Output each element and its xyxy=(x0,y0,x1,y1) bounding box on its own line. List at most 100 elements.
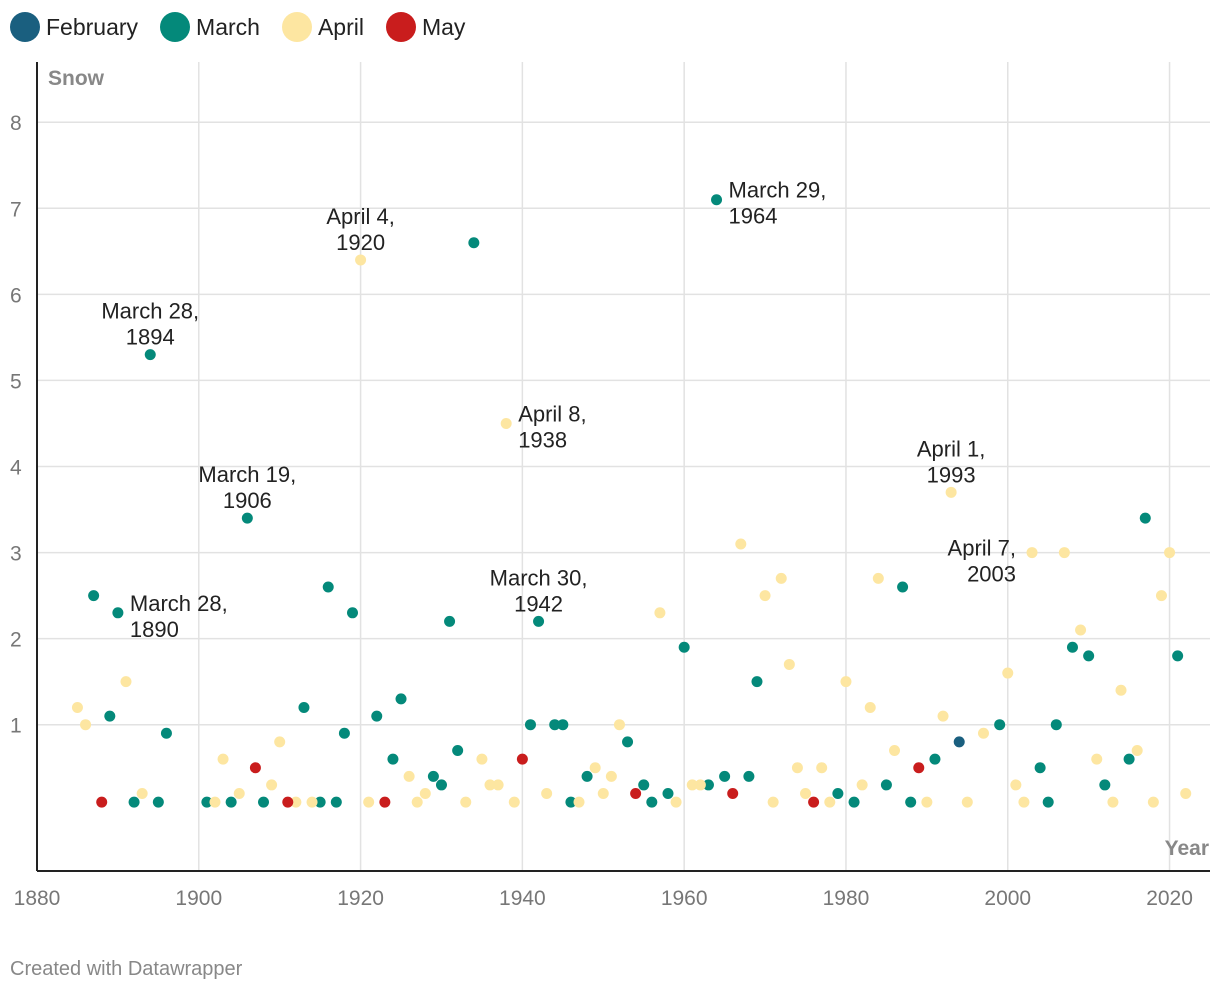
annotation-label: March 19, xyxy=(198,462,296,487)
data-point-april xyxy=(492,779,504,791)
data-point-march xyxy=(646,796,658,808)
data-point-march xyxy=(314,796,326,808)
data-point-april xyxy=(921,796,933,808)
annotation-label: April 7, xyxy=(948,536,1016,561)
legend-item-april: April xyxy=(281,12,364,42)
data-point-april xyxy=(654,607,666,619)
data-point-march xyxy=(897,581,909,593)
data-point-april xyxy=(775,572,787,584)
y-tick-label: 3 xyxy=(10,543,22,566)
data-point-april xyxy=(670,796,682,808)
y-tick-label: 7 xyxy=(10,198,22,221)
data-point-april xyxy=(1107,796,1119,808)
data-point-april xyxy=(791,762,803,774)
data-point-april xyxy=(1147,796,1159,808)
annotation-label: 1890 xyxy=(130,617,179,642)
data-point-april xyxy=(945,486,957,498)
data-point-march xyxy=(1083,650,1095,662)
data-point-march xyxy=(678,641,690,653)
data-point-march xyxy=(751,676,763,688)
data-point-march xyxy=(346,607,358,619)
data-point-april xyxy=(800,788,812,800)
data-point-april xyxy=(937,710,949,722)
series-april xyxy=(71,254,1192,808)
legend-label: May xyxy=(421,13,466,40)
data-point-march xyxy=(298,701,310,713)
legend-item-march: March xyxy=(160,12,260,42)
data-point-march xyxy=(1123,753,1135,765)
data-point-march xyxy=(557,719,569,731)
data-point-march xyxy=(201,796,213,808)
data-point-march xyxy=(1139,512,1151,524)
data-point-april xyxy=(783,658,795,670)
data-point-march xyxy=(452,745,464,757)
data-point-april xyxy=(274,736,286,748)
data-point-march xyxy=(104,710,116,722)
footer-credit: Created with Datawrapper xyxy=(10,958,243,980)
data-point-march xyxy=(533,615,545,627)
data-point-april xyxy=(961,796,973,808)
data-point-march xyxy=(880,779,892,791)
data-point-march xyxy=(848,796,860,808)
data-point-may xyxy=(249,762,261,774)
x-tick-label: 2000 xyxy=(984,887,1031,910)
annotation-label: 1964 xyxy=(729,204,778,229)
data-point-march xyxy=(435,779,447,791)
data-point-april xyxy=(597,788,609,800)
x-tick-label: 2020 xyxy=(1146,887,1193,910)
data-point-april xyxy=(816,762,828,774)
x-tick-label: 1880 xyxy=(14,887,61,910)
data-point-march xyxy=(1034,762,1046,774)
x-tick-label: 1920 xyxy=(337,887,384,910)
data-point-may xyxy=(282,796,294,808)
data-point-march xyxy=(128,796,140,808)
legend-swatch xyxy=(385,12,416,42)
data-point-march xyxy=(144,349,156,361)
data-point-march xyxy=(524,719,536,731)
y-axis-title: Snow xyxy=(48,67,105,90)
data-point-april xyxy=(1058,547,1070,559)
series-may xyxy=(96,753,925,808)
data-point-april xyxy=(613,719,625,731)
data-point-march xyxy=(395,693,407,705)
data-point-april xyxy=(209,796,221,808)
data-point-may xyxy=(630,788,642,800)
data-point-april xyxy=(1002,667,1014,679)
data-point-may xyxy=(96,796,108,808)
annotation-label: March 30, xyxy=(490,565,588,590)
data-point-april xyxy=(1115,684,1127,696)
data-point-april xyxy=(460,796,472,808)
x-tick-label: 1960 xyxy=(661,887,708,910)
data-point-march xyxy=(444,615,456,627)
data-point-march xyxy=(549,719,561,731)
data-point-april xyxy=(1091,753,1103,765)
data-point-february xyxy=(953,736,965,748)
data-point-march xyxy=(905,796,917,808)
data-point-april xyxy=(363,796,375,808)
annotation-label: 1942 xyxy=(514,591,563,616)
annotation-label: March 28, xyxy=(130,591,228,616)
data-point-april xyxy=(840,676,852,688)
data-point-march xyxy=(719,770,731,782)
data-point-march xyxy=(112,607,124,619)
data-point-april xyxy=(355,254,367,266)
annotation-label: 1894 xyxy=(126,325,175,350)
data-point-march xyxy=(1042,796,1054,808)
data-point-april xyxy=(767,796,779,808)
data-point-march xyxy=(994,719,1006,731)
data-point-april xyxy=(872,572,884,584)
annotation-label: April 4, xyxy=(326,204,394,229)
legend-label: March xyxy=(196,13,260,40)
data-point-may xyxy=(913,762,925,774)
data-point-april xyxy=(977,727,989,739)
data-point-april xyxy=(573,796,585,808)
data-point-april xyxy=(541,788,553,800)
data-point-march xyxy=(468,237,480,249)
data-point-march xyxy=(743,770,755,782)
data-point-april xyxy=(735,538,747,550)
data-point-april xyxy=(889,745,901,757)
data-point-april xyxy=(1180,788,1192,800)
data-point-april xyxy=(856,779,868,791)
data-point-march xyxy=(711,194,723,206)
data-point-march xyxy=(702,779,714,791)
